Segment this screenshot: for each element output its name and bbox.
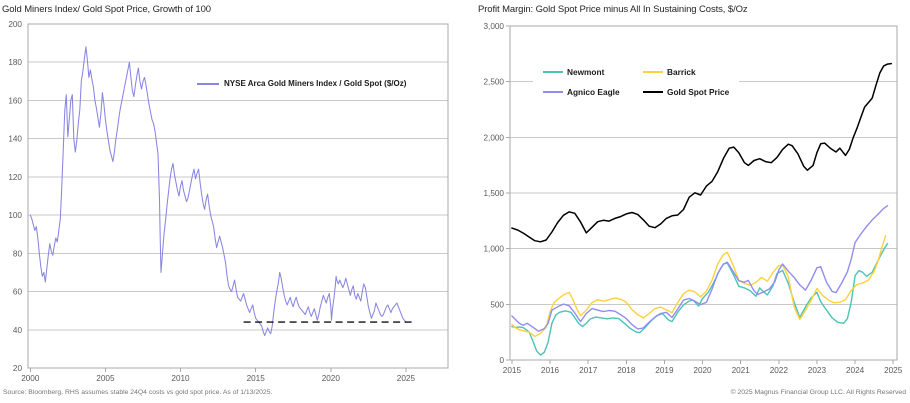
profit-margin-chart: 2015 2016 2017 2018 2019 2020 2021 2022 2023 2024… [484,22,903,375]
y-tick-label: 40 [13,326,23,335]
series-line-nyse-arca-gold-miners-index-gold-spot-oz- [29,46,407,337]
y-tick-label: 1,500 [484,189,505,198]
x-tick-label: 2025 [397,374,416,383]
copyright-note: © 2025 Magnus Financial Group LLC. All R… [730,389,906,396]
barrick-legend-label: Barrick [667,67,696,77]
y-tick-label: 120 [8,173,22,182]
y-tick-label: 3,000 [484,22,505,31]
y-tick-label: 160 [8,96,22,105]
newmont-legend-swatch-icon [543,71,563,73]
y-tick-label: 500 [490,300,504,309]
y-tick-label: 180 [8,58,22,67]
x-tick-label: 2015 [247,374,266,383]
y-tick-label: 20 [13,364,23,373]
x-tick-label: 2021 [732,366,751,375]
x-tick-label: 2020 [322,374,341,383]
x-tick-label: 2005 [96,374,115,383]
left-chart-legend: NYSE Arca Gold Miners Index / Gold Spot … [197,79,406,88]
plot-border [27,23,449,369]
source-note: Source: Bloomberg, RHS assumes stable 24… [3,389,273,396]
x-tick-label: 2018 [617,366,636,375]
x-tick-label: 2019 [655,366,674,375]
y-tick-label: 1,000 [484,245,505,254]
x-tick-label: 2016 [541,366,560,375]
gmi-legend-swatch-icon [197,82,219,85]
right-chart-legend: Newmont Barrick Agnico Eagle Gold Spot P… [533,63,739,101]
legend-item-newmont: Newmont [543,67,643,77]
y-tick-label: 2,000 [484,133,505,142]
gold-spot-price-legend-swatch-icon [643,91,663,93]
x-tick-label: 2022 [770,366,789,375]
series-line-gold-spot-price [511,62,893,243]
legend-item-gold-spot-price: Gold Spot Price [643,87,749,97]
barrick-legend-swatch-icon [643,71,663,73]
right-chart-title: Profit Margin: Gold Spot Price minus All… [478,4,748,15]
gmi-legend-label: NYSE Arca Gold Miners Index / Gold Spot … [224,79,407,88]
legend-item-agnico-eagle: Agnico Eagle [543,87,643,97]
x-tick-label: 2010 [171,374,190,383]
x-tick-label: 2020 [693,366,712,375]
gold-spot-price-legend-label: Gold Spot Price [667,87,730,97]
y-tick-label: 60 [13,288,23,297]
series-line-newmont [511,242,889,356]
x-tick-label: 2000 [21,374,40,383]
gold-miners-ratio-chart: 2000 2005 2010 2015 2020 2025 20 40 60 80 100 120 14… [8,20,449,383]
y-tick-label: 100 [8,211,22,220]
legend-item-barrick: Barrick [643,67,749,77]
x-tick-label: 2023 [808,366,827,375]
y-tick-label: 80 [13,249,23,258]
y-tick-label: 140 [8,135,22,144]
y-tick-label: 0 [499,356,504,365]
newmont-legend-label: Newmont [567,67,605,77]
series-line-agnico-eagle [511,205,889,332]
x-tick-label: 2015 [503,366,522,375]
series-line-barrick [511,235,887,338]
agnico-eagle-legend-swatch-icon [543,91,563,93]
x-tick-label: 2017 [579,366,598,375]
y-tick-label: 200 [8,20,22,29]
x-tick-label: 2024 [846,366,865,375]
x-tick-label: 2025 [884,366,903,375]
left-chart-title: Gold Miners Index/ Gold Spot Price, Grow… [2,4,211,15]
agnico-eagle-legend-label: Agnico Eagle [567,87,620,97]
y-tick-label: 2,500 [484,78,505,87]
